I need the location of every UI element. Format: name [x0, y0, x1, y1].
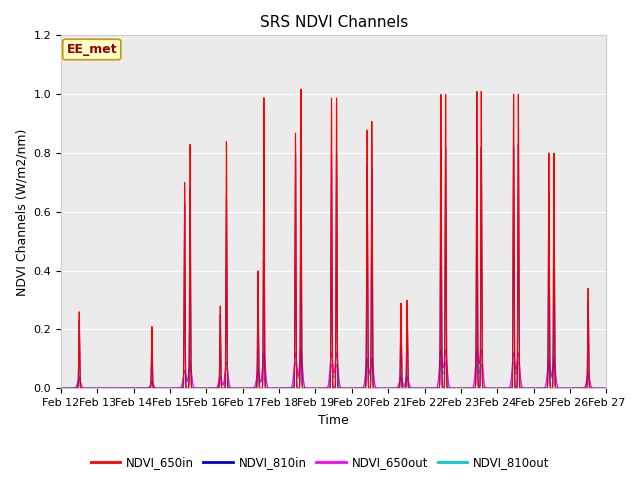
NDVI_810out	[602, 385, 610, 391]
NDVI_810in	[515, 142, 522, 147]
NDVI_810in	[409, 385, 417, 391]
X-axis label: Time: Time	[318, 414, 349, 427]
NDVI_650out	[168, 385, 176, 391]
Title: SRS NDVI Channels: SRS NDVI Channels	[260, 15, 408, 30]
NDVI_810out	[112, 385, 120, 391]
NDVI_650out	[473, 347, 481, 352]
NDVI_810in	[174, 385, 182, 391]
NDVI_650out	[174, 385, 182, 391]
NDVI_810out	[174, 385, 182, 391]
NDVI_650out	[261, 362, 269, 368]
NDVI_810in	[168, 385, 176, 391]
NDVI_650out	[57, 385, 65, 391]
NDVI_650in	[486, 385, 494, 391]
NDVI_810out	[297, 356, 305, 362]
NDVI_810in	[261, 382, 269, 388]
NDVI_810in	[602, 385, 610, 391]
Line: NDVI_650out: NDVI_650out	[61, 349, 606, 388]
NDVI_650in	[602, 385, 610, 391]
NDVI_810out	[409, 385, 417, 391]
NDVI_650out	[602, 385, 610, 391]
NDVI_650in	[409, 385, 417, 391]
NDVI_810out	[601, 385, 609, 391]
NDVI_650in	[261, 381, 269, 387]
NDVI_810in	[57, 385, 65, 391]
NDVI_650out	[409, 385, 417, 391]
NDVI_650in	[168, 385, 176, 391]
NDVI_650out	[601, 385, 609, 391]
NDVI_810in	[600, 385, 608, 391]
NDVI_650in	[297, 86, 305, 92]
NDVI_650out	[112, 385, 120, 391]
Text: EE_met: EE_met	[67, 43, 117, 56]
Legend: NDVI_650in, NDVI_810in, NDVI_650out, NDVI_810out: NDVI_650in, NDVI_810in, NDVI_650out, NDV…	[86, 452, 554, 474]
Line: NDVI_810in: NDVI_810in	[61, 144, 606, 388]
NDVI_650in	[174, 385, 182, 391]
NDVI_810out	[57, 385, 65, 391]
Line: NDVI_650in: NDVI_650in	[61, 89, 606, 388]
NDVI_810in	[486, 385, 494, 391]
NDVI_650in	[600, 385, 608, 391]
NDVI_650in	[57, 385, 65, 391]
Y-axis label: NDVI Channels (W/m2/nm): NDVI Channels (W/m2/nm)	[15, 128, 28, 296]
Line: NDVI_810out: NDVI_810out	[61, 359, 606, 388]
NDVI_810out	[168, 385, 176, 391]
NDVI_810out	[261, 368, 269, 374]
NDVI_810out	[486, 385, 494, 391]
NDVI_650out	[486, 385, 494, 391]
